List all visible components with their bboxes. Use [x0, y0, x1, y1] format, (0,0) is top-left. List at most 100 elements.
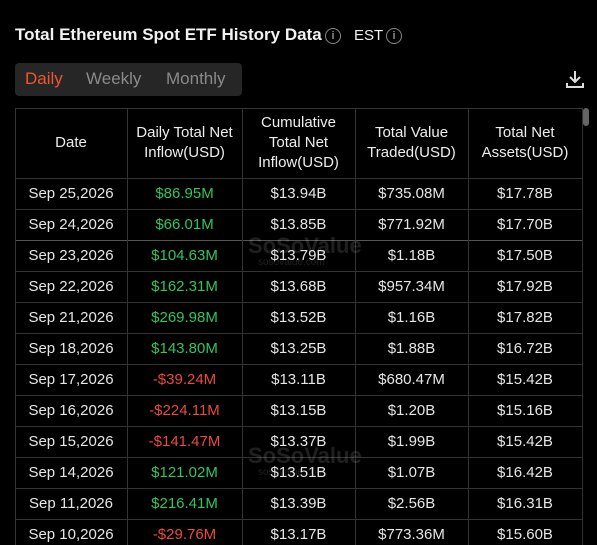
- date-cell: Sep 22,2026: [28, 278, 114, 295]
- watermark-url: sosovalue.com: [258, 467, 325, 478]
- value-cell: $13.17B: [270, 526, 327, 543]
- header-line: Total Value: [374, 124, 449, 141]
- date-cell: Sep 18,2026: [28, 340, 114, 357]
- row-divider: [15, 271, 582, 272]
- value-cell: $13.94B: [270, 185, 327, 202]
- column-header: Total Net Assets(USD): [468, 108, 582, 178]
- value-cell: $13.39B: [270, 495, 327, 512]
- value-cell: $1.16B: [387, 309, 436, 326]
- timezone[interactable]: EST: [354, 27, 384, 44]
- watermark: SoSoValue: [248, 233, 362, 258]
- value-cell: $13.51B: [270, 464, 327, 481]
- row-divider: [15, 519, 582, 520]
- date-cell: Sep 24,2026: [28, 216, 114, 233]
- value-cell: $16.31B: [497, 495, 553, 512]
- header-line: Assets(USD): [481, 144, 569, 161]
- row-divider: [15, 333, 582, 334]
- watermark-url: sosovalue.com: [258, 257, 325, 268]
- header-line: Inflow(USD): [258, 154, 339, 171]
- column-header: Daily Total Net Inflow(USD): [127, 108, 242, 178]
- value-cell: $1.99B: [387, 433, 436, 450]
- value-cell: $13.25B: [270, 340, 327, 357]
- value-cell: $15.42B: [497, 433, 553, 450]
- value-cell: $17.78B: [497, 185, 553, 202]
- value-cell: $162.31M: [151, 278, 218, 295]
- date-cell: Sep 23,2026: [28, 247, 114, 264]
- tab[interactable]: Weekly: [86, 69, 142, 88]
- info-icon[interactable]: i: [386, 28, 402, 44]
- column-divider: [127, 108, 128, 545]
- watermark: SoSoValue: [248, 443, 362, 468]
- value-cell: $15.60B: [497, 526, 553, 543]
- date-cell: Sep 11,2026: [29, 495, 113, 512]
- row-divider: [15, 457, 582, 458]
- column-header: Date: [15, 108, 127, 178]
- download-icon[interactable]: [564, 68, 586, 90]
- value-cell: $15.16B: [497, 402, 553, 419]
- value-cell: $216.41M: [151, 495, 218, 512]
- column-header: Total Value Traded(USD): [355, 108, 468, 178]
- date-cell: Sep 25,2026: [28, 185, 114, 202]
- value-cell: $17.82B: [497, 309, 553, 326]
- value-cell: $13.79B: [270, 247, 327, 264]
- value-cell: $1.88B: [387, 340, 436, 357]
- value-cell: $143.80M: [151, 340, 218, 357]
- value-cell: $121.02M: [151, 464, 218, 481]
- value-cell: -$29.76M: [152, 526, 217, 543]
- page-title: Total Ethereum Spot ETF History Data: [15, 25, 322, 44]
- date-cell: Sep 17,2026: [28, 371, 114, 388]
- header-line: Total Net: [495, 124, 555, 141]
- column-divider: [582, 108, 583, 545]
- date-cell: Sep 14,2026: [28, 464, 114, 481]
- value-cell: $16.72B: [497, 340, 553, 357]
- value-cell: $1.20B: [387, 402, 436, 419]
- header-line: Traded(USD): [367, 144, 456, 161]
- header-line: Daily Total Net: [136, 124, 233, 141]
- value-cell: -$39.24M: [152, 371, 217, 388]
- header-line: Date: [55, 134, 87, 151]
- header-line: Inflow(USD): [144, 144, 225, 161]
- value-cell: $17.92B: [497, 278, 553, 295]
- column-divider: [355, 108, 356, 545]
- value-cell: $17.50B: [497, 247, 553, 264]
- column-divider: [468, 108, 469, 545]
- value-cell: $104.63M: [151, 247, 218, 264]
- row-divider: [15, 209, 582, 210]
- row-divider: [15, 302, 582, 303]
- value-cell: $735.08M: [378, 185, 445, 202]
- value-cell: -$224.11M: [149, 402, 220, 419]
- value-cell: $269.98M: [151, 309, 218, 326]
- date-cell: Sep 15,2026: [28, 433, 114, 450]
- column-divider: [242, 108, 243, 545]
- value-cell: -$141.47M: [148, 433, 221, 450]
- tab[interactable]: Monthly: [166, 69, 226, 88]
- value-cell: $1.07B: [387, 464, 436, 481]
- value-cell: $13.37B: [270, 433, 327, 450]
- value-cell: $16.42B: [497, 464, 553, 481]
- value-cell: $13.68B: [270, 278, 327, 295]
- row-divider: [15, 178, 582, 179]
- tab[interactable]: Daily: [25, 69, 63, 88]
- info-icon[interactable]: i: [325, 28, 341, 44]
- column-divider: [15, 108, 16, 545]
- header-line: Cumulative: [260, 114, 337, 131]
- value-cell: $13.52B: [270, 309, 327, 326]
- value-cell: $773.36M: [378, 526, 445, 543]
- value-cell: $13.15B: [270, 402, 327, 419]
- value-cell: $66.01M: [155, 216, 214, 233]
- value-cell: $13.85B: [270, 216, 327, 233]
- value-cell: $2.56B: [387, 495, 436, 512]
- value-cell: $957.34M: [378, 278, 445, 295]
- row-divider: [15, 108, 582, 109]
- value-cell: $86.95M: [155, 185, 214, 202]
- scrollbar[interactable]: [583, 108, 589, 126]
- value-cell: $17.70B: [497, 216, 553, 233]
- value-cell: $771.92M: [378, 216, 445, 233]
- date-cell: Sep 21,2026: [28, 309, 114, 326]
- value-cell: $1.18B: [387, 247, 436, 264]
- value-cell: $13.11B: [271, 371, 326, 388]
- value-cell: $680.47M: [378, 371, 445, 388]
- date-cell: Sep 16,2026: [28, 402, 114, 419]
- column-header: Cumulative Total Net Inflow(USD): [242, 108, 355, 178]
